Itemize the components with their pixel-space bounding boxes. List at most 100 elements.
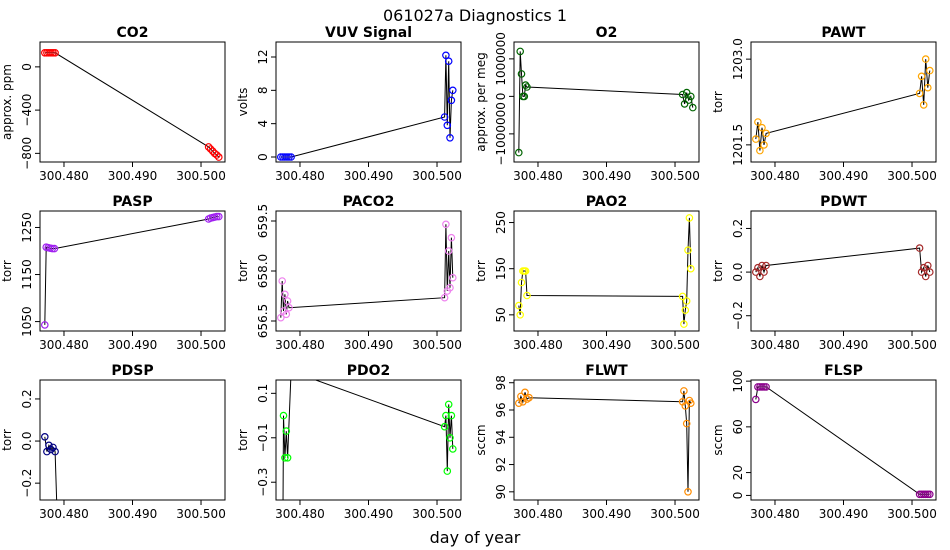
y-tick-label: 1201.5 — [731, 124, 745, 166]
x-tick-label: 300.480 — [39, 169, 89, 183]
y-tick-label: 1203.0 — [731, 38, 745, 80]
series-line — [280, 224, 454, 318]
x-tick-label: 300.480 — [39, 338, 89, 352]
panel-co2: CO2 approx. ppm 300.480 300.490 300.500 −800 −… — [0, 25, 226, 183]
series-group — [279, 380, 457, 500]
data-point — [758, 123, 766, 132]
series-line — [755, 386, 930, 495]
data-point — [206, 145, 215, 153]
y-tick-label: −1000000 — [494, 102, 508, 166]
data-point — [448, 445, 457, 453]
y-axis-label: volts — [236, 88, 250, 117]
panel-pasp: PASP torr 300.480 300.490 300.500 1050 1150 125… — [0, 194, 226, 352]
data-point — [442, 220, 450, 229]
y-axis-label: torr — [711, 260, 725, 282]
y-axis-label: approx. ppm — [0, 64, 14, 140]
data-point — [516, 310, 525, 319]
y-tick-label: 60 — [731, 419, 745, 434]
data-point — [440, 113, 449, 121]
y-tick-label: 1150 — [20, 259, 34, 290]
data-point — [762, 383, 770, 391]
x-tick-label: 300.490 — [582, 169, 632, 183]
data-point — [523, 83, 531, 91]
data-point — [682, 297, 691, 305]
x-tick-label: 300.500 — [887, 507, 937, 521]
plot-frame — [513, 41, 700, 163]
x-tick-label: 300.490 — [344, 338, 394, 352]
plot-frame — [750, 41, 937, 163]
series-line — [282, 380, 454, 500]
panel-title: FLSP — [824, 363, 863, 379]
data-point — [210, 149, 219, 158]
series-line — [518, 51, 694, 153]
series-group — [276, 220, 457, 322]
data-point — [208, 147, 217, 156]
panel-o2: O2 approx. per meg 300.480 300.490 300.500 −1… — [474, 25, 700, 183]
data-point — [40, 321, 49, 329]
y-axis-label: torr — [0, 260, 14, 282]
x-tick-label: 300.480 — [39, 507, 89, 521]
panels: CO2 approx. ppm 300.480 300.490 300.500 −800 −… — [0, 25, 937, 521]
data-point — [443, 121, 452, 130]
data-point — [760, 141, 768, 149]
data-point — [919, 101, 928, 109]
y-tick-label: 4 — [256, 120, 270, 128]
data-point — [444, 400, 453, 409]
data-point — [514, 148, 523, 157]
data-point — [681, 306, 690, 315]
y-tick-label: 250 — [494, 211, 508, 234]
panel-title: PDSP — [111, 363, 153, 379]
data-point — [514, 399, 523, 408]
series-group — [514, 47, 697, 157]
data-point — [525, 393, 533, 402]
series-line — [44, 52, 220, 158]
data-point — [276, 313, 285, 322]
data-point — [444, 57, 453, 66]
y-tick-label: 1250 — [20, 212, 34, 243]
y-tick-label: 0 — [494, 93, 508, 101]
y-axis-label: torr — [474, 260, 488, 282]
data-point — [516, 47, 525, 56]
data-point — [442, 411, 450, 420]
data-point — [925, 268, 934, 276]
data-point — [521, 267, 530, 275]
data-point — [51, 48, 59, 57]
series-group — [40, 432, 59, 500]
y-tick-label: −0.3 — [256, 468, 270, 497]
x-tick-label: 300.480 — [513, 338, 563, 352]
y-axis-label: torr — [236, 429, 250, 451]
y-tick-label: 96 — [494, 402, 508, 417]
x-tick-label: 300.500 — [650, 169, 700, 183]
data-point — [204, 143, 213, 151]
data-point — [684, 96, 693, 104]
y-tick-label: 658.0 — [256, 254, 270, 288]
x-tick-label: 300.500 — [887, 169, 937, 183]
y-tick-label: −0.1 — [256, 423, 270, 452]
panel-title: PASP — [112, 194, 152, 210]
figure-title: 061027a Diagnostics 1 — [383, 6, 567, 25]
y-tick-label: 656.5 — [256, 304, 270, 338]
series-group — [40, 48, 223, 161]
panel-pao2: PAO2 torr 300.480 300.490 300.500 50 150 250 — [474, 194, 700, 352]
data-point — [921, 272, 930, 281]
y-tick-label: 0.2 — [20, 389, 34, 408]
x-tick-label: 300.490 — [819, 507, 869, 521]
data-point — [754, 118, 762, 126]
series-group — [751, 244, 934, 281]
data-point — [440, 293, 449, 302]
plot-frame — [513, 210, 700, 332]
data-point — [684, 246, 692, 255]
panel-title: O2 — [596, 25, 618, 41]
data-point — [917, 268, 926, 276]
y-tick-label: −0.2 — [20, 469, 34, 498]
series-line — [755, 59, 931, 151]
x-tick-label: 300.500 — [412, 507, 462, 521]
panel-pdwt: PDWT torr 300.480 300.490 300.500 −0.2 0.0 0.2 — [711, 194, 937, 352]
y-axis-label: approx. per meg — [474, 52, 488, 151]
data-point — [682, 419, 691, 428]
plot-frame — [39, 210, 226, 332]
data-point — [756, 272, 764, 281]
y-tick-label: −800 — [20, 137, 34, 170]
panel-title: PAWT — [821, 25, 866, 41]
data-point — [925, 66, 934, 75]
